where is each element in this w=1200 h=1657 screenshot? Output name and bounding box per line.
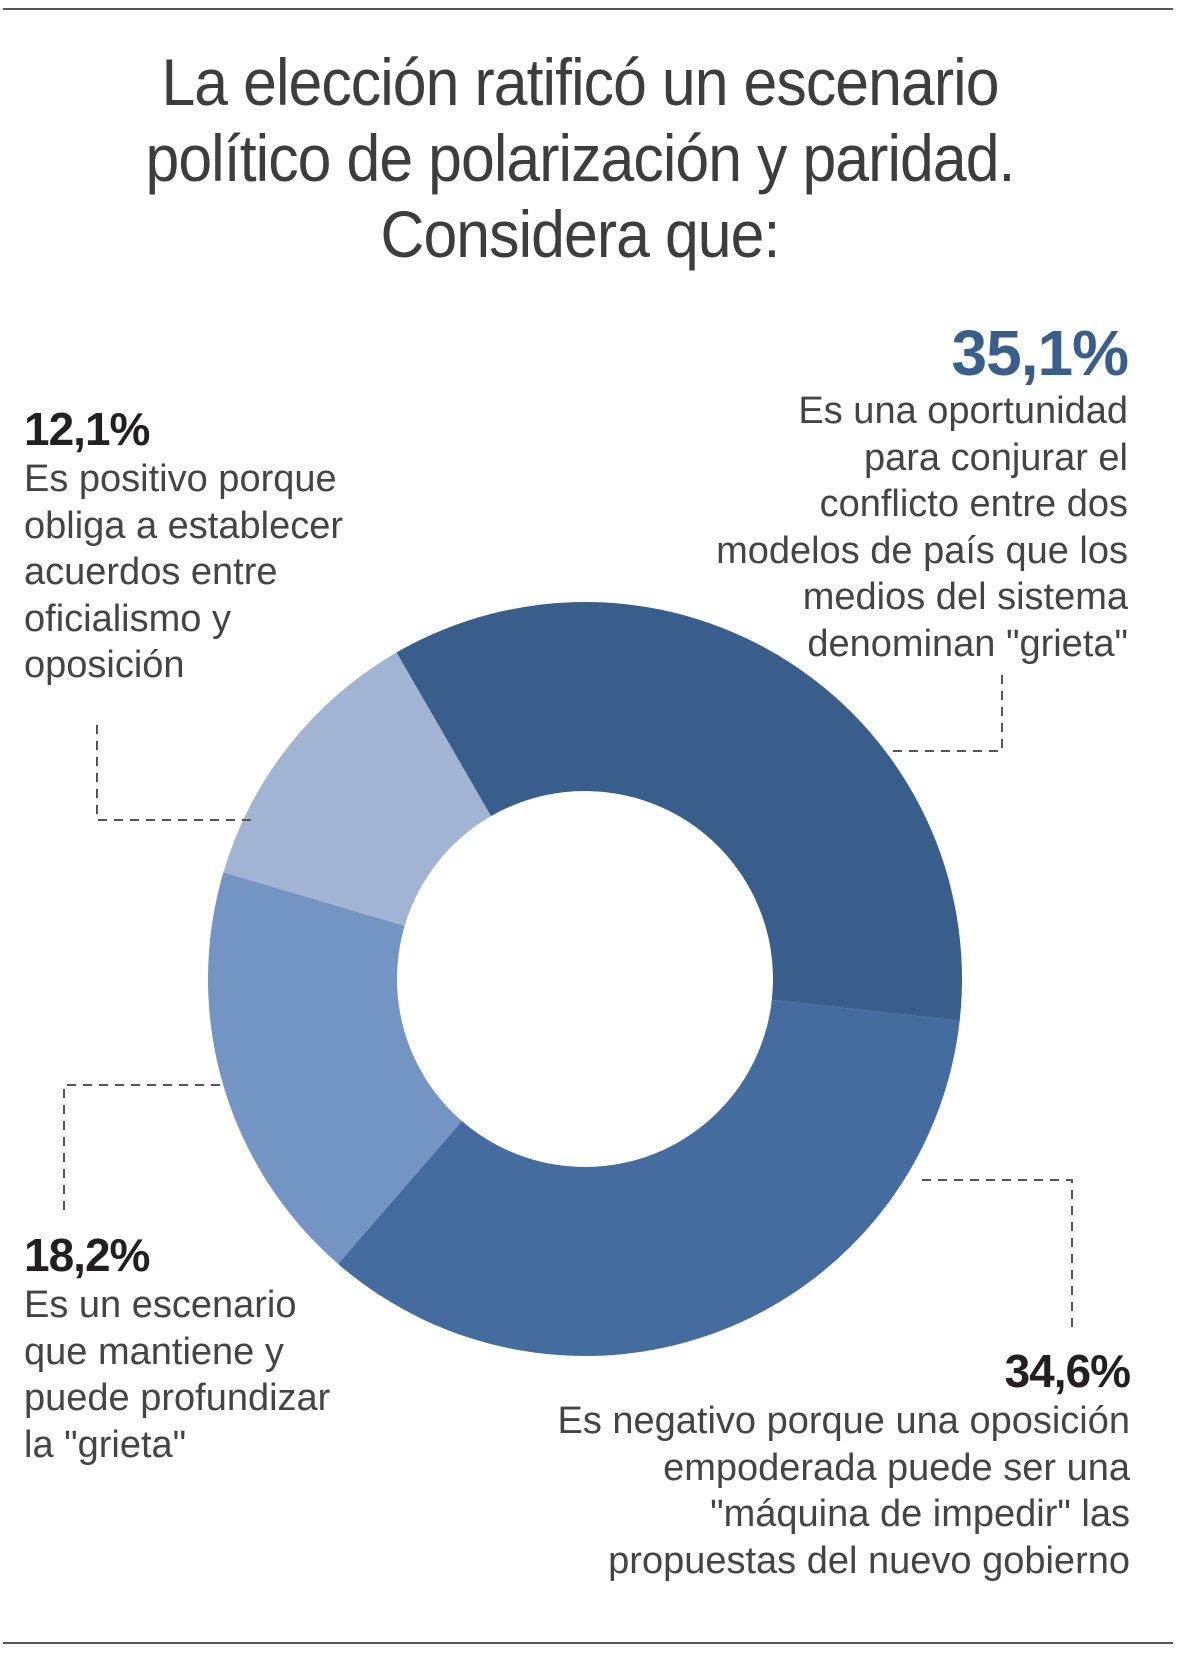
- donut-slice-34-6: [338, 999, 960, 1356]
- callout-value: 12,1%: [24, 403, 150, 455]
- leader-line-12-1: [96, 725, 251, 821]
- callout-desc-line: medios del sistema: [802, 576, 1128, 618]
- callout-desc-line: conflicto entre dos: [819, 483, 1128, 525]
- bottom-rule: [3, 1642, 1173, 1644]
- top-rule: [3, 8, 1173, 10]
- callout-desc-line: empoderada puede ser una: [663, 1446, 1130, 1489]
- callout-value: 35,1%: [951, 317, 1129, 389]
- callout-desc-line: Es una oportunidad: [798, 390, 1128, 432]
- callout-35-1: 35,1% Es una oportunidad para conjurar e…: [716, 317, 1129, 667]
- leader-line-34-6: [922, 1179, 1073, 1330]
- callout-12-1: 12,1% Es positivo porque obliga a establ…: [24, 402, 343, 689]
- callout-desc-line: para conjurar el: [863, 436, 1128, 479]
- callout-value: 18,2%: [24, 1229, 150, 1281]
- chart-title: La elección ratificó un escenario políti…: [46, 44, 1113, 272]
- donut-slice-18-2: [208, 872, 462, 1264]
- callout-desc-line: denominan "grieta": [807, 622, 1128, 665]
- callout-desc-line: obliga a establecer: [24, 504, 343, 547]
- title-line-3: Considera que:: [380, 197, 781, 271]
- leader-line-18-2: [63, 1084, 220, 1215]
- leader-line-35-1: [893, 668, 1003, 752]
- title-line-1: La elección ratificó un escenario: [161, 45, 999, 119]
- callout-desc-line: modelos de país que los: [716, 529, 1128, 572]
- callout-desc-line: oficialismo y: [24, 597, 231, 640]
- callout-desc-line: "máquina de impedir" las: [710, 1493, 1130, 1535]
- title-line-2: político de polarización y paridad.: [145, 121, 1015, 195]
- callout-desc-line: puede profundizar: [24, 1377, 331, 1419]
- callout-desc-line: la "grieta": [24, 1423, 187, 1466]
- callout-34-6: 34,6% Es negativo porque una oposición e…: [557, 1344, 1131, 1584]
- callout-desc-line: propuestas del nuevo gobierno: [608, 1539, 1130, 1582]
- callout-18-2: 18,2% Es un escenario que mantiene y pue…: [24, 1228, 330, 1468]
- donut-slice-12-1: [223, 652, 491, 926]
- callout-desc-line: Es negativo porque una oposición: [557, 1400, 1130, 1442]
- callout-desc-line: Es un escenario: [24, 1284, 297, 1326]
- callout-desc-line: que mantiene y: [24, 1330, 284, 1373]
- donut-slice-35-1: [396, 601, 962, 1021]
- callout-desc-line: Es positivo porque: [24, 458, 337, 500]
- callout-desc-line: oposición: [24, 644, 185, 686]
- callout-desc-line: acuerdos entre: [24, 551, 278, 593]
- callout-value: 34,6%: [1004, 1345, 1131, 1397]
